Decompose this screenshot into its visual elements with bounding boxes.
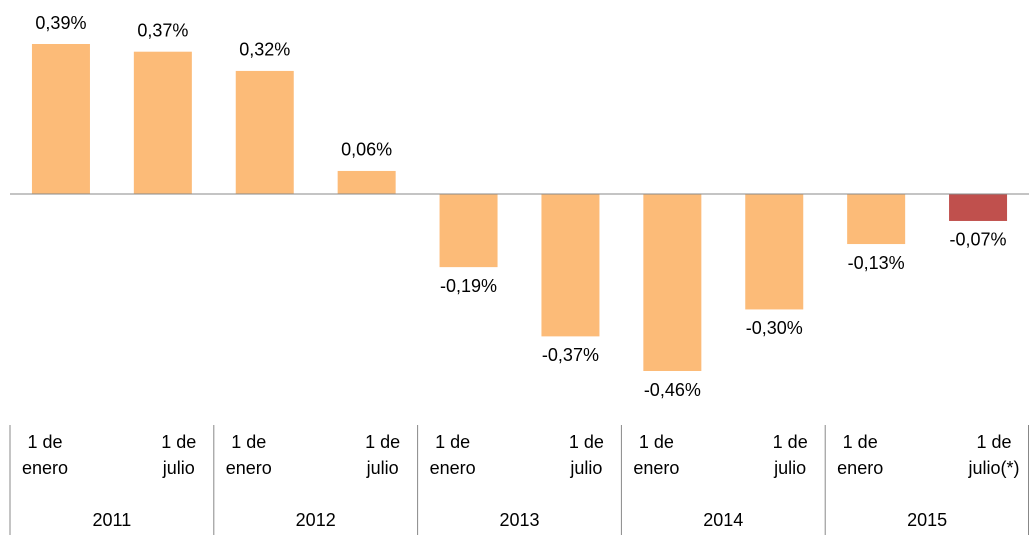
bar (949, 194, 1008, 221)
x-tick-label: 1 de (27, 432, 62, 452)
group-label: 2015 (907, 510, 947, 530)
data-label: -0,46% (644, 380, 701, 400)
x-tick-label: enero (22, 458, 68, 478)
bar (235, 70, 294, 195)
bar (745, 194, 804, 310)
x-tick-label: 1 de (569, 432, 604, 452)
data-label: 0,32% (239, 40, 290, 60)
x-tick-label: julio (569, 458, 602, 478)
data-label: -0,19% (440, 276, 497, 296)
bar (133, 51, 192, 195)
x-tick-label: 1 de (161, 432, 196, 452)
x-tick-label: enero (430, 458, 476, 478)
data-label: 0,37% (137, 20, 188, 40)
x-tick-label: 1 de (639, 432, 674, 452)
bar (541, 194, 600, 337)
x-tick-label: 1 de (843, 432, 878, 452)
group-label: 2012 (296, 510, 336, 530)
bar (31, 44, 90, 195)
data-label: -0,07% (950, 230, 1007, 250)
data-label: 0,39% (35, 13, 86, 33)
group-label: 2013 (499, 510, 539, 530)
bar (337, 170, 396, 195)
bar (439, 194, 498, 268)
data-label: -0,30% (746, 318, 803, 338)
x-tick-label: 1 de (773, 432, 808, 452)
x-tick-label: julio (773, 458, 806, 478)
x-tick-label: julio (366, 458, 399, 478)
group-label: 2014 (703, 510, 743, 530)
x-tick-label: enero (837, 458, 883, 478)
data-label: 0,06% (341, 140, 392, 160)
bar (643, 194, 702, 371)
x-tick-label: 1 de (976, 432, 1011, 452)
x-tick-label: enero (226, 458, 272, 478)
data-label: -0,13% (848, 253, 905, 273)
x-tick-label: 1 de (435, 432, 470, 452)
x-tick-label: julio (162, 458, 195, 478)
group-label: 2011 (93, 510, 132, 530)
data-label: -0,37% (542, 345, 599, 365)
x-tick-label: 1 de (231, 432, 266, 452)
x-tick-label: julio(*) (967, 458, 1019, 478)
x-tick-label: 1 de (365, 432, 400, 452)
bar (847, 194, 906, 245)
x-tick-label: enero (633, 458, 679, 478)
